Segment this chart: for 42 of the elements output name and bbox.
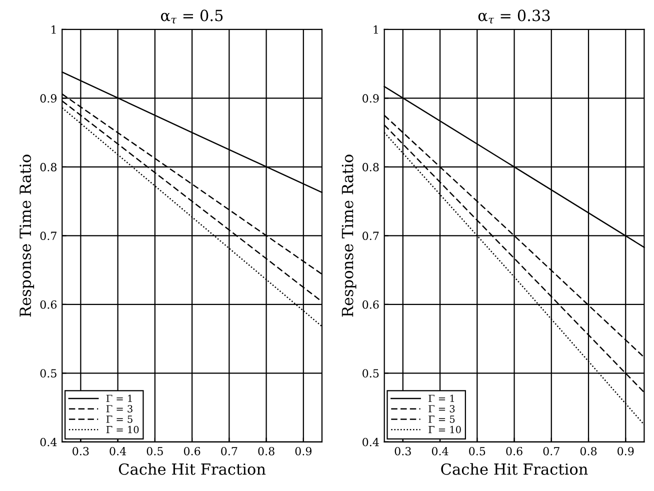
x-tick-label: 0.5 xyxy=(146,446,163,456)
x-tick-label: 0.5 xyxy=(469,446,486,456)
x-tick-label: 0.8 xyxy=(580,446,597,456)
x-tick-label: 0.3 xyxy=(394,446,411,456)
chart-title: α$_{τ}$ = 0.33 xyxy=(478,10,550,24)
x-tick-label: 0.6 xyxy=(506,446,522,456)
y-tick-label: 0.4 xyxy=(40,438,57,446)
y-axis-title: Response Time Ratio xyxy=(20,154,34,317)
y-tick-label: 0.5 xyxy=(40,369,56,378)
y-tick-label: 0.4 xyxy=(362,438,379,446)
legend-label: Γ = 5 xyxy=(428,416,455,423)
x-axis-title: Cache Hit Fraction xyxy=(118,463,266,475)
x-tick-label: 0.4 xyxy=(110,446,126,456)
legend-label: Γ = 3 xyxy=(106,405,132,412)
x-tick-label: 0.7 xyxy=(543,446,560,456)
x-axis-title: Cache Hit Fraction xyxy=(441,463,588,475)
legend-label: Γ = 10 xyxy=(106,426,139,434)
y-tick-label: 0.9 xyxy=(40,94,57,103)
y-tick-label: 0.9 xyxy=(362,94,379,103)
x-tick-label: 0.9 xyxy=(618,446,634,456)
x-tick-label: 0.8 xyxy=(258,446,274,456)
y-tick-label: 0.5 xyxy=(362,369,379,378)
x-tick-label: 0.9 xyxy=(295,446,312,456)
legend-label: Γ = 1 xyxy=(428,394,454,402)
y-tick-label: 1 xyxy=(374,25,378,34)
y-tick-label: 0.6 xyxy=(40,300,57,309)
legend-label: Γ = 5 xyxy=(106,416,132,423)
y-tick-label: 0.6 xyxy=(362,300,379,309)
y-axis-title: Response Time Ratio xyxy=(342,154,356,317)
y-tick-label: 1 xyxy=(52,25,56,34)
y-tick-label: 0.7 xyxy=(362,232,379,240)
x-tick-label: 0.6 xyxy=(184,446,200,456)
legend-label: Γ = 10 xyxy=(428,426,461,434)
x-tick-label: 0.7 xyxy=(221,446,238,456)
y-tick-label: 0.8 xyxy=(362,162,379,172)
x-tick-label: 0.3 xyxy=(72,446,89,456)
x-tick-label: 0.4 xyxy=(432,446,448,456)
y-tick-label: 0.8 xyxy=(40,162,57,172)
legend-label: Γ = 1 xyxy=(106,394,132,402)
legend-label: Γ = 3 xyxy=(428,405,455,412)
chart-title: α$_{τ}$ = 0.5 xyxy=(160,10,223,24)
y-tick-label: 0.7 xyxy=(40,232,56,240)
